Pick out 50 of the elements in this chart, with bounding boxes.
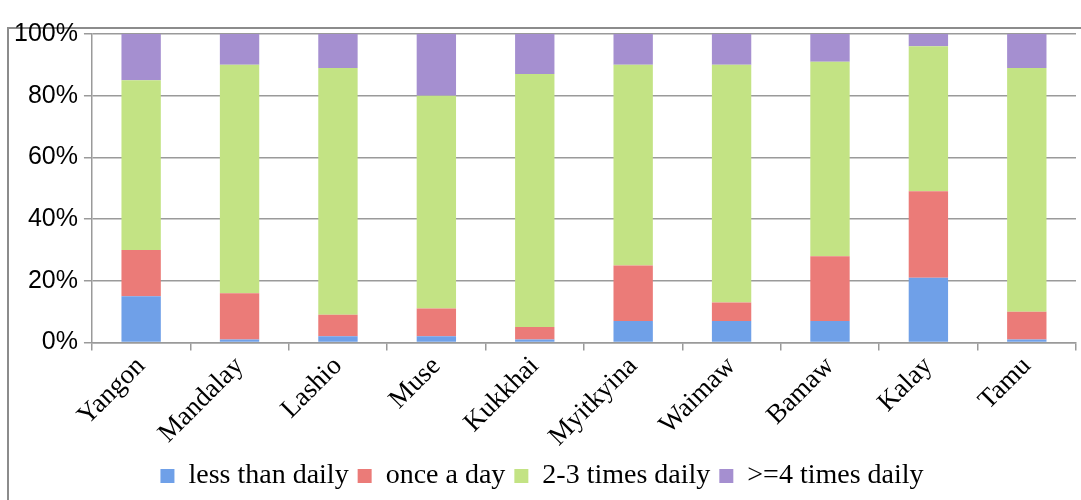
bar: [318, 67, 358, 315]
bar: [318, 34, 358, 68]
legend-label: 2-3 times daily: [542, 458, 711, 490]
bar: [121, 296, 161, 342]
bar: [219, 293, 260, 340]
bar: [515, 339, 555, 342]
bar: [908, 277, 949, 342]
bar: [318, 336, 358, 342]
bar: [613, 265, 653, 321]
bar: [613, 320, 653, 342]
bar: [416, 34, 457, 96]
bar: [908, 46, 949, 192]
bar: [318, 314, 358, 337]
bar: [515, 327, 555, 340]
bar: [515, 34, 555, 75]
bar: [613, 64, 653, 266]
bar: [711, 34, 752, 65]
legend-label: >=4 times daily: [747, 458, 924, 490]
bar: [810, 61, 850, 257]
bar: [711, 302, 752, 321]
bar: [219, 34, 260, 65]
bar: [219, 339, 260, 342]
bar: [416, 95, 457, 309]
bar: [121, 249, 161, 297]
legend-label: less than daily: [188, 458, 349, 490]
y-tick-label: 0%: [41, 326, 78, 355]
bar: [810, 256, 850, 321]
bar: [711, 64, 752, 303]
bar: [810, 320, 850, 342]
bar: [1007, 34, 1047, 68]
bar: [711, 320, 752, 342]
y-tick-label: 20%: [27, 264, 78, 293]
bar: [121, 80, 161, 250]
bar: [1007, 67, 1047, 312]
bar: [1007, 339, 1047, 342]
bar: [416, 308, 457, 337]
bar: [908, 191, 949, 278]
bar: [613, 34, 653, 65]
bar: [908, 34, 949, 47]
y-tick-label: 60%: [27, 141, 78, 170]
bar: [416, 336, 457, 342]
y-tick-label: 100%: [13, 17, 78, 46]
y-tick-label: 40%: [27, 203, 78, 232]
bar: [219, 64, 260, 294]
bar: [1007, 311, 1047, 340]
bar: [121, 34, 161, 81]
y-tick-label: 80%: [27, 79, 78, 108]
bar: [515, 74, 555, 328]
legend-label: once a day: [385, 458, 506, 490]
bar: [810, 34, 850, 62]
